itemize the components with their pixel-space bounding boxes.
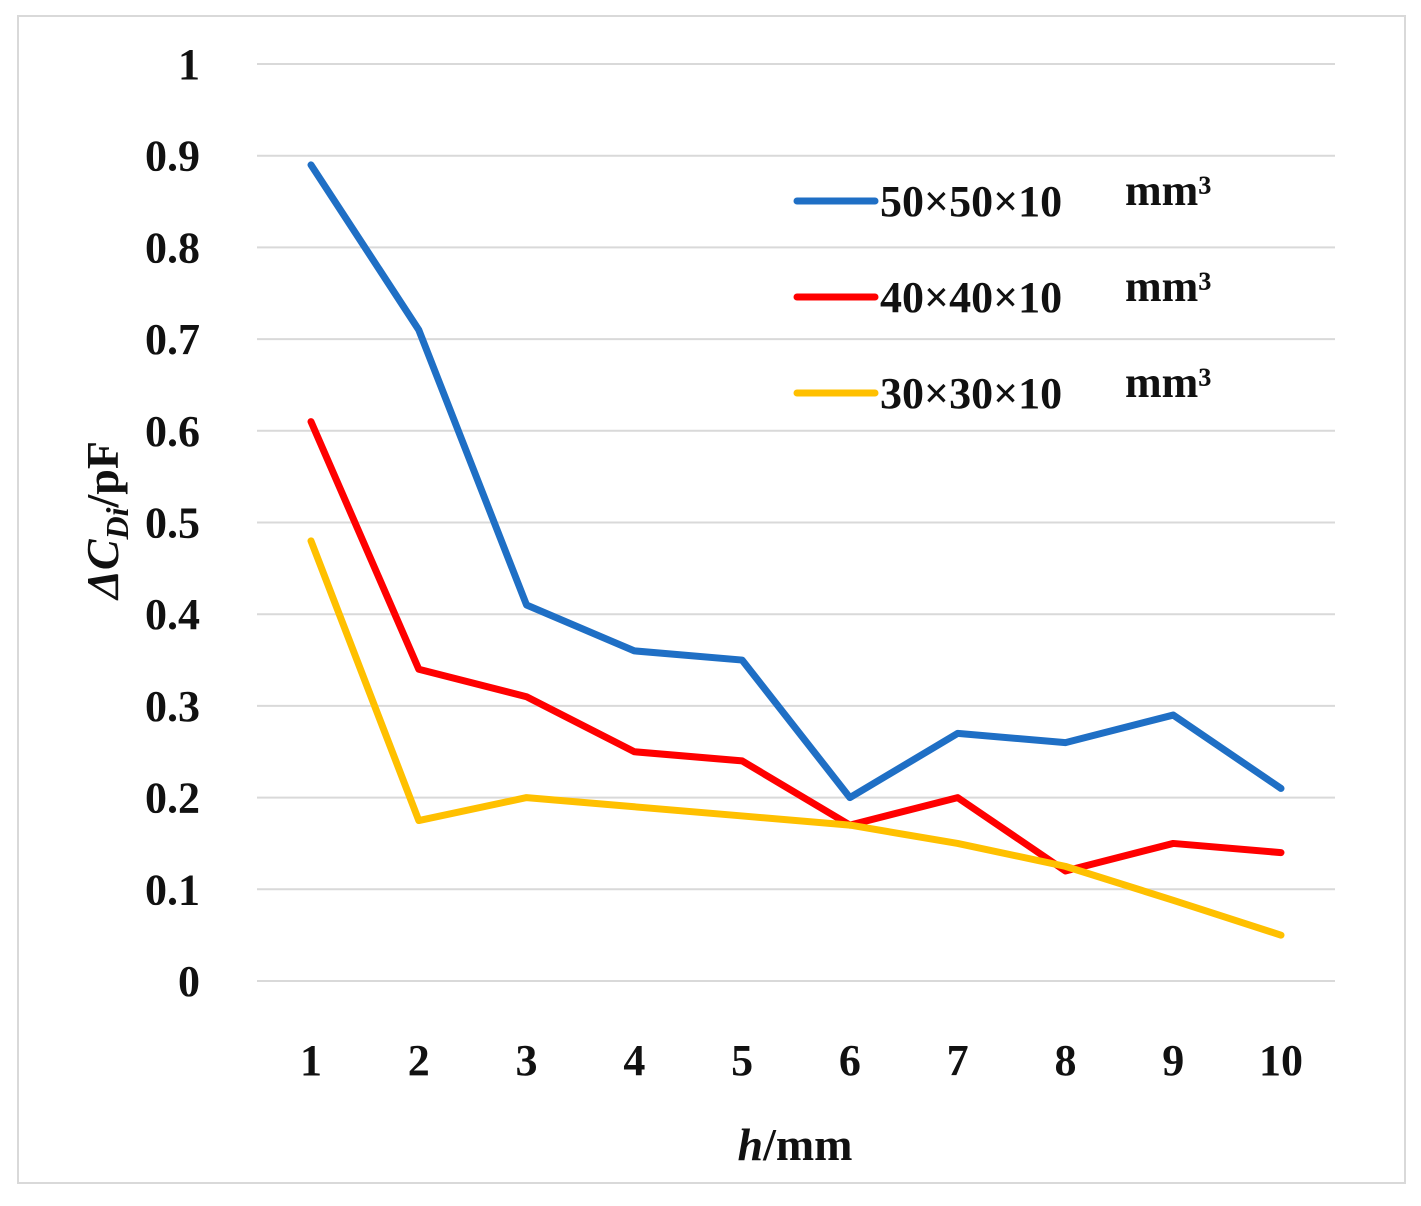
legend-unit-1: mm³: [1125, 166, 1212, 215]
y-tick-label: 0: [178, 957, 200, 1006]
x-axis-title: h/mm: [737, 1119, 852, 1170]
x-tick-label: 7: [947, 1036, 969, 1085]
legend-label-2: 40×40×10: [880, 273, 1062, 322]
series-line-1: [307, 161, 1285, 802]
x-tick-label: 5: [731, 1036, 753, 1085]
series-lines: [307, 161, 1285, 939]
y-tick-label: 0.1: [145, 865, 200, 914]
y-tick-labels: 0 0.1 0.2 0.3 0.4 0.5 0.6 0.7 0.8 0.9 1: [145, 40, 200, 1006]
x-tick-label: 10: [1259, 1036, 1303, 1085]
legend: 50×50×10 mm³ 40×40×10 mm³ 30×30×10 mm³: [793, 166, 1212, 418]
y-tick-label: 0.2: [145, 774, 200, 823]
x-tick-label: 8: [1054, 1036, 1076, 1085]
series-line-2: [307, 418, 1285, 875]
y-tick-label: 0.5: [145, 499, 200, 548]
gridlines: [257, 63, 1335, 982]
x-tick-label: 2: [408, 1036, 430, 1085]
y-tick-label: 0.6: [145, 407, 200, 456]
x-tick-labels: 1 2 3 4 5 6 7 8 9 10: [300, 1036, 1303, 1085]
y-tick-label: 0.9: [145, 132, 200, 181]
y-tick-label: 0.3: [145, 682, 200, 731]
y-axis-title: ΔCDi/pF: [77, 441, 135, 601]
legend-unit-3: mm³: [1125, 358, 1212, 407]
chart-frame: [17, 15, 1406, 1184]
y-tick-label: 0.8: [145, 223, 200, 272]
x-tick-label: 1: [300, 1036, 322, 1085]
y-tick-label: 0.4: [145, 590, 200, 639]
x-tick-label: 6: [839, 1036, 861, 1085]
x-tick-label: 3: [516, 1036, 538, 1085]
legend-label-3: 30×30×10: [880, 369, 1062, 418]
y-tick-label: 0.7: [145, 315, 200, 364]
series-line-3: [307, 537, 1285, 939]
x-tick-label: 4: [623, 1036, 645, 1085]
legend-label-1: 50×50×10: [880, 177, 1062, 226]
legend-unit-2: mm³: [1125, 262, 1212, 311]
y-tick-label: 1: [178, 40, 200, 89]
x-tick-label: 9: [1162, 1036, 1184, 1085]
